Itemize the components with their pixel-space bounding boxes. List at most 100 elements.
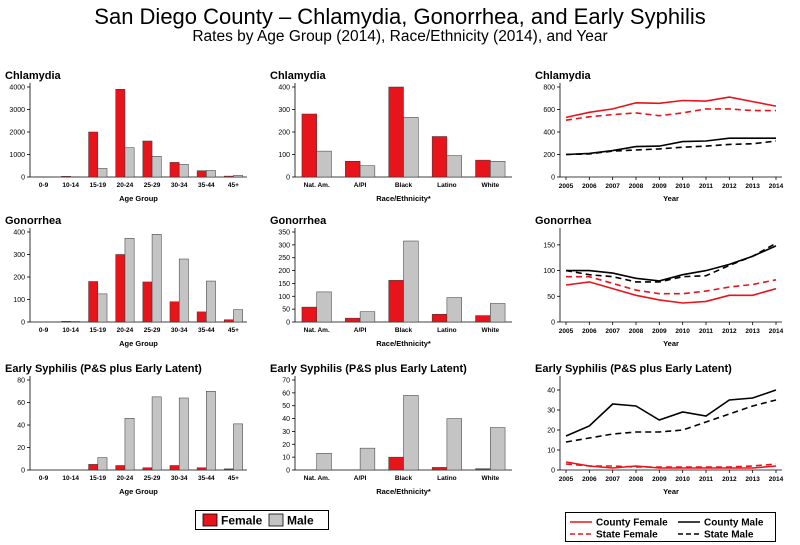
x-tick-label: 15-19 — [90, 327, 107, 334]
x-tick-label: 2006 — [582, 328, 597, 335]
x-tick-label: White — [481, 182, 499, 189]
x-tick-label: 2006 — [582, 476, 597, 483]
chart-title: Chlamydia — [5, 70, 62, 82]
x-tick-label: 25-29 — [144, 475, 161, 482]
x-tick-label: 2008 — [629, 328, 644, 335]
bar-female-35-44 — [196, 170, 207, 178]
legend-label-female: Female — [221, 514, 263, 528]
bar-female-white — [475, 315, 491, 323]
chart-chlamydia-age: Chlamydia 0 1000 2000 3000 4000 0-9 10-14 15-19 2… — [5, 70, 247, 203]
bar-female-latino — [431, 136, 448, 178]
y-tick-label: 200 — [13, 275, 25, 282]
y-tick-label: 0 — [286, 468, 290, 475]
page-subtitle: Rates by Age Group (2014), Race/Ethnicit… — [192, 28, 608, 45]
y-tick-label: 10 — [282, 455, 290, 462]
y-tick-label: 10 — [547, 448, 555, 455]
x-axis-label: Race/Ethnicity* — [376, 339, 431, 348]
x-tick-label: 25-29 — [144, 327, 161, 334]
line-state-female — [565, 108, 776, 121]
bar-female-35-44 — [196, 311, 207, 323]
x-tick-label: Black — [395, 327, 413, 334]
y-tick-label: 40 — [547, 388, 555, 395]
x-tick-label: 45+ — [228, 182, 239, 189]
x-tick-label: 2008 — [629, 476, 644, 483]
x-tick-label: 2012 — [722, 476, 737, 483]
chart-syphilis-race: Early Syphilis (P&S plus Early Latent) 0 1… — [270, 363, 512, 496]
y-tick-label: 40 — [282, 416, 290, 423]
x-tick-label: 2005 — [559, 328, 574, 335]
line-state-female — [565, 463, 777, 468]
y-tick-label: 0 — [551, 175, 555, 182]
y-tick-label: 2000 — [9, 130, 25, 137]
bar-male-25-29 — [151, 234, 162, 323]
line-state-male — [565, 242, 777, 283]
x-axis-label: Age Group — [119, 487, 158, 496]
y-tick-label: 200 — [543, 152, 555, 159]
x-tick-label: 2009 — [652, 476, 667, 483]
y-tick-label: 200 — [278, 268, 290, 275]
bar-male-a-pi — [359, 311, 376, 323]
y-tick-label: 0 — [21, 320, 25, 327]
x-tick-label: White — [481, 327, 499, 334]
chart-title: Chlamydia — [535, 70, 592, 82]
x-tick-label: 20-24 — [117, 327, 134, 334]
bar-female-latino — [431, 467, 448, 471]
bar-male-35-44 — [206, 391, 216, 471]
bar-female-10-14 — [61, 176, 71, 178]
x-tick-label: 2011 — [699, 328, 713, 335]
y-tick-label: 150 — [278, 281, 290, 288]
bar-female-20-24 — [115, 89, 126, 178]
bar-male-white — [490, 161, 506, 178]
bar-male-black — [403, 395, 419, 471]
y-tick-label: 50 — [282, 403, 290, 410]
line-county-male — [566, 245, 777, 282]
bar-female-black — [388, 456, 404, 471]
bar-male-45 — [233, 175, 243, 178]
chart-title: Gonorrhea — [535, 215, 592, 227]
chart-chlamydia-trend: Chlamydia 0 200 400 600 800 2005 2006 2007 2008 20… — [535, 70, 784, 203]
x-tick-label: 2013 — [745, 476, 760, 483]
x-tick-label: 0-9 — [39, 327, 49, 334]
bar-female-nat-am — [301, 113, 317, 178]
bar-female-10-14 — [61, 321, 71, 323]
bar-female-25-29 — [142, 281, 153, 323]
y-tick-label: 0 — [21, 175, 25, 182]
x-tick-label: Nat. Am. — [304, 182, 330, 189]
bar-female-25-29 — [142, 467, 153, 471]
y-tick-label: 3000 — [9, 107, 25, 114]
bar-female-white — [475, 159, 491, 178]
bar-female-20-24 — [115, 254, 126, 323]
x-tick-label: 2007 — [605, 476, 620, 483]
line-county-female — [565, 281, 777, 304]
bar-female-30-34 — [169, 162, 180, 178]
bar-male-15-19 — [97, 293, 108, 323]
bar-female-25-29 — [142, 140, 153, 178]
x-tick-label: 2010 — [675, 328, 690, 335]
line-state-female — [566, 275, 777, 295]
bar-male-15-19 — [97, 168, 108, 178]
x-tick-label: A/PI — [354, 182, 367, 189]
bar-female-45 — [223, 175, 234, 178]
y-tick-label: 300 — [13, 252, 25, 259]
bar-male-latino — [446, 155, 462, 178]
bar-male-white — [490, 427, 506, 471]
bar-female-15-19 — [88, 131, 99, 178]
bar-female-15-19 — [88, 464, 99, 471]
y-tick-label: 300 — [278, 107, 290, 114]
x-tick-label: 2012 — [722, 328, 737, 335]
bar-female-45 — [223, 468, 234, 471]
x-tick-label: A/PI — [354, 475, 367, 482]
x-tick-label: 2014 — [769, 328, 784, 335]
bar-female-30-34 — [169, 465, 180, 471]
x-tick-label: 0-9 — [39, 182, 49, 189]
bar-female-black — [388, 86, 404, 178]
x-tick-label: 2014 — [769, 476, 784, 483]
bar-female-45 — [223, 319, 234, 323]
chart-gonorrhea-trend: Gonorrhea 0 50 100 150 2005 2006 2007 2008 2009 20… — [535, 215, 784, 348]
chart-gonorrhea-age: Gonorrhea 0 100 200 300 400 0-9 10-14 15-19 20-24… — [5, 215, 247, 348]
page-title: San Diego County – Chlamydia, Gonorrhea,… — [94, 4, 706, 29]
bar-male-latino — [446, 418, 462, 471]
x-tick-label: 30-34 — [171, 475, 188, 482]
bar-male-20-24 — [124, 238, 135, 323]
legend-label-county-female: County Female — [596, 518, 668, 529]
